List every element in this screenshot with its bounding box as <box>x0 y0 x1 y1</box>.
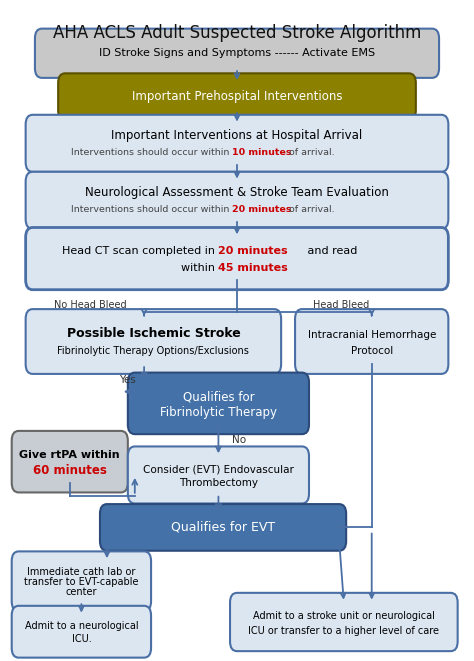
FancyBboxPatch shape <box>26 309 281 374</box>
Text: and read: and read <box>304 246 358 256</box>
Text: Qualifies for EVT: Qualifies for EVT <box>171 521 275 534</box>
FancyBboxPatch shape <box>26 227 448 290</box>
Text: ICU or transfer to a higher level of care: ICU or transfer to a higher level of car… <box>248 625 439 636</box>
Text: Thrombectomy: Thrombectomy <box>179 478 258 488</box>
FancyBboxPatch shape <box>295 309 448 374</box>
Text: Fibrinolytic Therapy Options/Exclusions: Fibrinolytic Therapy Options/Exclusions <box>57 346 249 356</box>
Text: Yes: Yes <box>119 375 136 385</box>
Text: Head Bleed: Head Bleed <box>313 299 370 309</box>
Text: Admit to a neurological: Admit to a neurological <box>25 621 138 631</box>
FancyBboxPatch shape <box>26 115 448 172</box>
FancyBboxPatch shape <box>58 73 416 120</box>
Text: Head CT scan completed in: Head CT scan completed in <box>62 246 219 256</box>
Text: Consider (EVT) Endovascular: Consider (EVT) Endovascular <box>143 464 294 475</box>
Text: Interventions should occur within: Interventions should occur within <box>71 148 232 157</box>
Text: Fibrinolytic Therapy: Fibrinolytic Therapy <box>160 406 277 419</box>
Text: 20 minutes: 20 minutes <box>232 205 292 214</box>
Text: Important Interventions at Hospital Arrival: Important Interventions at Hospital Arri… <box>111 130 363 142</box>
Text: transfer to EVT-capable: transfer to EVT-capable <box>24 578 138 588</box>
Text: Qualifies for: Qualifies for <box>182 391 254 404</box>
Text: 20 minutes: 20 minutes <box>219 246 288 256</box>
Text: ICU.: ICU. <box>72 634 91 644</box>
Text: Neurological Assessment & Stroke Team Evaluation: Neurological Assessment & Stroke Team Ev… <box>85 186 389 199</box>
FancyBboxPatch shape <box>230 593 457 651</box>
FancyBboxPatch shape <box>100 504 346 551</box>
FancyBboxPatch shape <box>128 373 309 434</box>
Text: ID Stroke Signs and Symptoms ------ Activate EMS: ID Stroke Signs and Symptoms ------ Acti… <box>99 48 375 58</box>
Text: center: center <box>65 588 97 598</box>
Text: No: No <box>232 436 246 446</box>
Text: Interventions should occur within: Interventions should occur within <box>71 205 232 214</box>
Text: Give rtPA within: Give rtPA within <box>19 449 120 459</box>
FancyBboxPatch shape <box>12 605 151 658</box>
Text: Admit to a stroke unit or neurological: Admit to a stroke unit or neurological <box>253 611 435 621</box>
Text: Intracranial Hemorrhage: Intracranial Hemorrhage <box>308 330 436 340</box>
Text: of arrival.: of arrival. <box>286 148 334 157</box>
Text: AHA ACLS Adult Suspected Stroke Algorithm: AHA ACLS Adult Suspected Stroke Algorith… <box>53 24 421 42</box>
Text: Immediate cath lab or: Immediate cath lab or <box>27 567 136 577</box>
FancyBboxPatch shape <box>12 551 151 611</box>
FancyBboxPatch shape <box>128 446 309 504</box>
Text: Possible Ischemic Stroke: Possible Ischemic Stroke <box>66 327 240 340</box>
FancyBboxPatch shape <box>26 172 448 229</box>
FancyBboxPatch shape <box>12 431 128 492</box>
Text: of arrival.: of arrival. <box>286 205 334 214</box>
Text: Important Prehospital Interventions: Important Prehospital Interventions <box>132 90 342 103</box>
Text: 10 minutes: 10 minutes <box>232 148 292 157</box>
Text: within: within <box>181 263 219 273</box>
Text: No Head Bleed: No Head Bleed <box>55 299 127 309</box>
Text: Protocol: Protocol <box>351 346 393 356</box>
Text: 45 minutes: 45 minutes <box>219 263 288 273</box>
Text: 60 minutes: 60 minutes <box>33 465 107 477</box>
FancyBboxPatch shape <box>35 28 439 78</box>
